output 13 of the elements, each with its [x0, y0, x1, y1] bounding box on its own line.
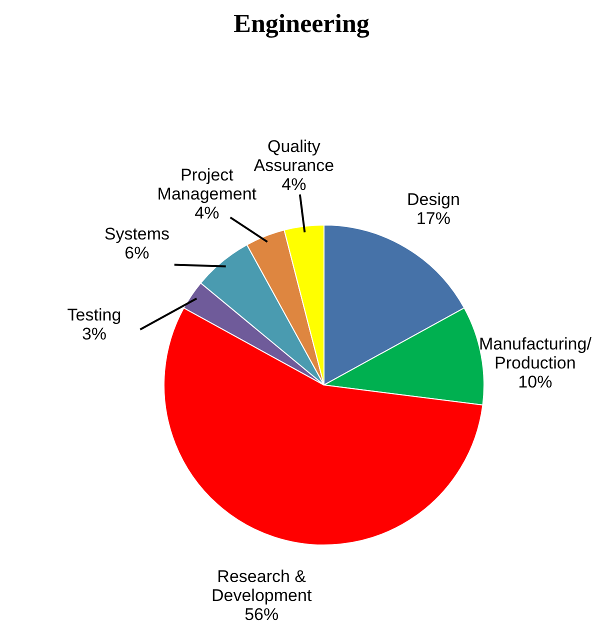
slice-label: Manufacturing/ Production	[478, 334, 592, 373]
slice-label: Design	[406, 190, 460, 209]
data-label: 10%	[518, 372, 552, 392]
slice-label: Systems	[104, 224, 170, 244]
data-label: 6%	[124, 244, 150, 263]
slice-label: Testing	[67, 306, 122, 325]
slice-label: Research & Development	[211, 567, 312, 606]
chart-title: Engineering	[234, 9, 370, 38]
data-label: 4%	[282, 174, 306, 194]
data-label: 4%	[194, 204, 220, 222]
data-label: 17%	[416, 208, 450, 228]
data-label: 3%	[82, 324, 107, 344]
data-label: 56%	[244, 605, 279, 624]
